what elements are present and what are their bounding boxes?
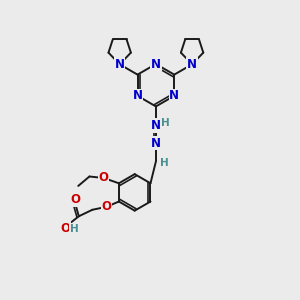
Text: H: H xyxy=(161,118,170,128)
Text: O: O xyxy=(99,172,109,184)
Text: H: H xyxy=(160,158,169,168)
Text: N: N xyxy=(151,119,161,132)
Text: N: N xyxy=(151,58,161,70)
Text: H: H xyxy=(70,224,79,234)
Text: O: O xyxy=(70,193,80,206)
Text: N: N xyxy=(133,89,142,102)
Text: N: N xyxy=(151,137,161,150)
Text: O: O xyxy=(60,222,70,235)
Text: N: N xyxy=(115,58,125,71)
Text: N: N xyxy=(187,58,197,71)
Text: N: N xyxy=(169,89,179,102)
Text: O: O xyxy=(101,200,112,213)
